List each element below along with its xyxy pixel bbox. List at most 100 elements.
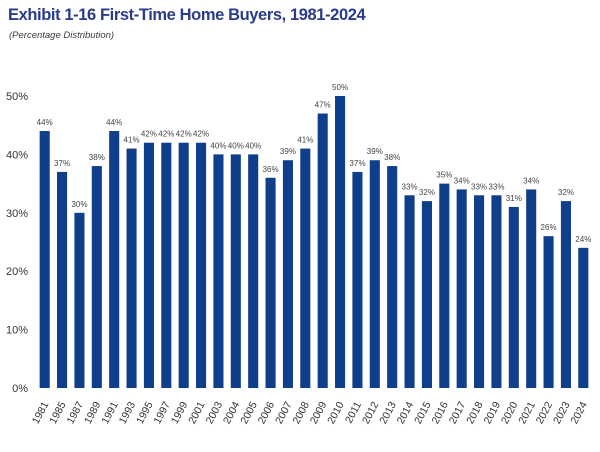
data-label-1997: 42% [158,130,174,139]
bar-1987 [74,212,85,388]
x-tick-label-1999: 1999 [169,400,191,426]
data-label-1999: 42% [176,130,192,139]
y-tick-label: 20% [6,266,28,278]
data-label-2005: 40% [245,141,261,150]
x-tick-label-2014: 2014 [395,400,417,426]
bar-2022 [543,236,554,388]
bar-2024 [578,247,589,388]
x-tick-label-2024: 2024 [568,400,590,426]
x-tick-label-2010: 2010 [325,400,347,426]
data-label-2016: 35% [436,171,452,180]
x-tick-label-1995: 1995 [134,400,156,426]
data-label-2013: 38% [384,153,400,162]
bar-2018 [474,195,485,388]
data-label-2015: 32% [419,188,435,197]
data-label-2003: 40% [210,141,226,150]
y-tick-label: 0% [12,383,28,395]
data-label-2006: 36% [263,165,279,174]
bar-1981 [39,131,50,389]
bar-2008 [300,148,311,388]
x-tick-label-2004: 2004 [221,400,243,426]
x-tick-label-2001: 2001 [186,400,208,426]
x-tick-label-2005: 2005 [238,400,260,426]
x-axis: 1981198519871989199119931995199719992001… [30,400,590,426]
data-label-1985: 37% [54,159,70,168]
x-tick-label-1987: 1987 [65,400,87,426]
data-label-2010: 50% [332,83,348,92]
bar-2012 [369,160,380,388]
x-tick-label-1985: 1985 [47,400,69,426]
data-label-2024: 24% [575,235,591,244]
data-label-2001: 42% [193,130,209,139]
data-label-1981: 44% [37,118,53,127]
x-tick-label-1997: 1997 [151,400,173,426]
bar-1985 [57,171,68,388]
data-label-2014: 33% [402,182,418,191]
bar-2005 [248,154,259,388]
bar-2014 [404,195,415,388]
x-tick-label-2006: 2006 [256,400,278,426]
bar-2015 [421,201,432,388]
data-label-2007: 39% [280,147,296,156]
x-tick-label-1989: 1989 [82,400,104,426]
bars [39,96,589,389]
bar-2001 [196,142,207,388]
data-labels: 44%37%30%38%44%41%42% 42% 42% 42%40% 40% 40%3… [37,83,592,244]
data-label-2020: 31% [506,194,522,203]
data-label-2022: 26% [541,223,557,232]
x-tick-label-2015: 2015 [412,400,434,426]
chart-title: Exhibit 1-16 First-Time Home Buyers, 198… [8,6,366,24]
y-tick-label: 10% [6,325,28,337]
x-tick-label-2012: 2012 [360,400,382,426]
data-label-1991: 44% [106,118,122,127]
y-tick-label: 30% [6,208,28,220]
x-tick-label-2018: 2018 [464,400,486,426]
x-tick-label-1993: 1993 [117,400,139,426]
chart-subtitle: (Percentage Distribution) [9,30,115,41]
data-label-2023: 32% [558,188,574,197]
bar-1991 [109,131,120,389]
y-axis: 0% 10% 20% 30% 40% 50% [6,91,28,395]
bar-2010 [335,96,346,388]
y-tick-label: 40% [6,149,28,161]
data-label-2019: 33% [488,182,504,191]
x-tick-label-1981: 1981 [30,400,52,426]
bar-1999 [178,142,189,388]
data-label-1987: 30% [71,200,87,209]
bar-1997 [161,142,172,388]
x-tick-label-2008: 2008 [290,400,312,426]
data-label-2018: 33% [471,182,487,191]
bar-1995 [143,142,154,388]
x-tick-label-2019: 2019 [482,400,504,426]
x-tick-label-1991: 1991 [99,400,121,426]
x-tick-label-2021: 2021 [516,400,538,426]
bar-1989 [91,166,102,388]
bar-2023 [560,201,571,388]
data-label-1993: 41% [124,136,140,145]
x-tick-label-2020: 2020 [499,400,521,426]
bar-2004 [230,154,241,388]
data-label-2021: 34% [523,176,539,185]
x-tick-label-2013: 2013 [377,400,399,426]
x-tick-label-2009: 2009 [308,400,330,426]
bar-2020 [508,206,519,388]
data-label-2012: 39% [367,147,383,156]
bar-1993 [126,148,137,388]
bar-2021 [526,189,537,388]
y-tick-label: 50% [6,91,28,103]
x-tick-label-2007: 2007 [273,400,295,426]
data-label-2011: 37% [349,159,365,168]
bar-2006 [265,177,276,388]
bar-2011 [352,171,363,388]
data-label-2017: 34% [454,176,470,185]
x-tick-label-2003: 2003 [204,400,226,426]
x-tick-label-2016: 2016 [429,400,451,426]
bar-2009 [317,113,328,389]
bar-2017 [456,189,467,388]
x-tick-label-2017: 2017 [447,400,469,426]
bar-2007 [282,160,293,388]
bar-2013 [387,166,398,388]
data-label-2004: 40% [228,141,244,150]
data-label-2009: 47% [315,101,331,110]
